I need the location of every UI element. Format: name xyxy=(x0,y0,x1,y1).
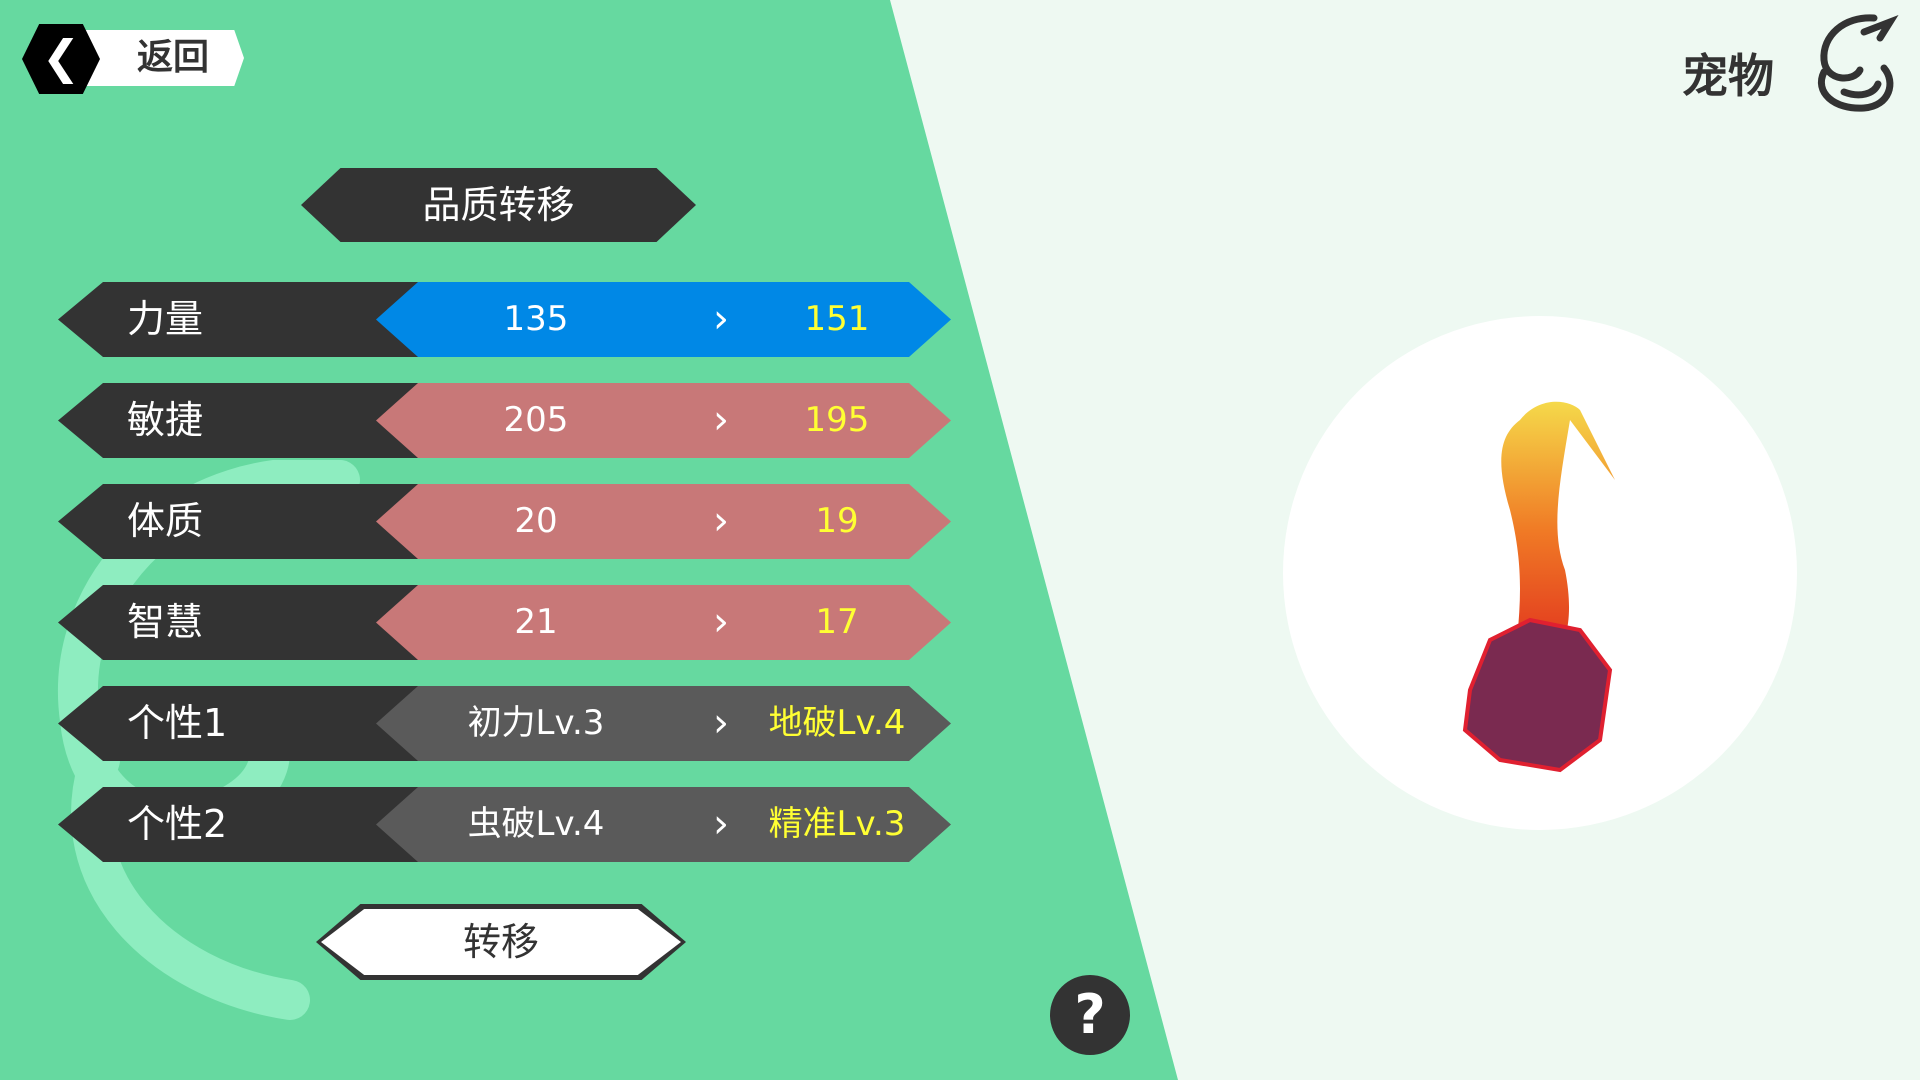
new-value: 地破Lv.4 xyxy=(768,703,906,743)
new-value: 精准Lv.3 xyxy=(768,804,906,844)
stat-label: 体质 xyxy=(127,499,204,543)
old-value: 135 xyxy=(503,299,569,339)
arrow-right-icon: › xyxy=(713,296,729,342)
back-button[interactable]: ❮ 返回 xyxy=(22,24,244,94)
stat-row: 个性2 虫破Lv.4 › 精准Lv.3 xyxy=(58,787,951,862)
old-value: 21 xyxy=(514,602,558,642)
section-title: 宠物 xyxy=(1682,49,1774,103)
stat-value-bar: 虫破Lv.4 › 精准Lv.3 xyxy=(376,787,951,862)
stat-label-bg xyxy=(58,686,438,761)
stat-value-bar: 205 › 195 xyxy=(376,383,951,458)
stat-label-bg xyxy=(58,585,438,660)
old-value: 205 xyxy=(503,400,569,440)
stat-label-bg xyxy=(58,282,438,357)
stat-label-bg xyxy=(58,787,438,862)
new-value: 19 xyxy=(815,501,859,541)
stat-label: 个性1 xyxy=(127,701,228,745)
stat-label: 敏捷 xyxy=(127,398,204,442)
stat-value-bar: 21 › 17 xyxy=(376,585,951,660)
new-value: 195 xyxy=(804,400,870,440)
stat-label: 个性2 xyxy=(127,802,228,846)
stat-label: 力量 xyxy=(127,297,204,341)
help-button[interactable]: ? xyxy=(1050,975,1130,1055)
old-value: 虫破Lv.4 xyxy=(467,804,605,844)
arrow-right-icon: › xyxy=(713,700,729,746)
chevron-left-icon: ❮ xyxy=(22,24,100,94)
stat-value-bar: 20 › 19 xyxy=(376,484,951,559)
back-label: 返回 xyxy=(82,30,244,86)
stat-value-bar: 初力Lv.3 › 地破Lv.4 xyxy=(376,686,951,761)
stat-label-bg xyxy=(58,383,438,458)
arrow-right-icon: › xyxy=(713,397,729,443)
arrow-right-icon: › xyxy=(713,498,729,544)
page-title: 品质转移 xyxy=(301,168,696,242)
stat-value-bar: 135 › 151 xyxy=(376,282,951,357)
old-value: 20 xyxy=(514,501,558,541)
pet-model xyxy=(1462,401,1615,773)
stat-row: 力量 135 › 151 xyxy=(58,282,951,357)
old-value: 初力Lv.3 xyxy=(467,703,605,743)
dragon-icon xyxy=(1818,14,1899,112)
stat-row: 敏捷 205 › 195 xyxy=(58,383,951,458)
stat-row: 个性1 初力Lv.3 › 地破Lv.4 xyxy=(58,686,951,761)
arrow-right-icon: › xyxy=(713,599,729,645)
stat-label-bg xyxy=(58,484,438,559)
stat-row: 智慧 21 › 17 xyxy=(58,585,951,660)
arrow-right-icon: › xyxy=(713,801,729,847)
new-value: 151 xyxy=(804,299,870,339)
stat-row: 体质 20 › 19 xyxy=(58,484,951,559)
transfer-button[interactable]: 转移 xyxy=(316,904,686,980)
new-value: 17 xyxy=(815,602,859,642)
transfer-label: 转移 xyxy=(321,909,681,975)
stat-label: 智慧 xyxy=(127,600,204,644)
